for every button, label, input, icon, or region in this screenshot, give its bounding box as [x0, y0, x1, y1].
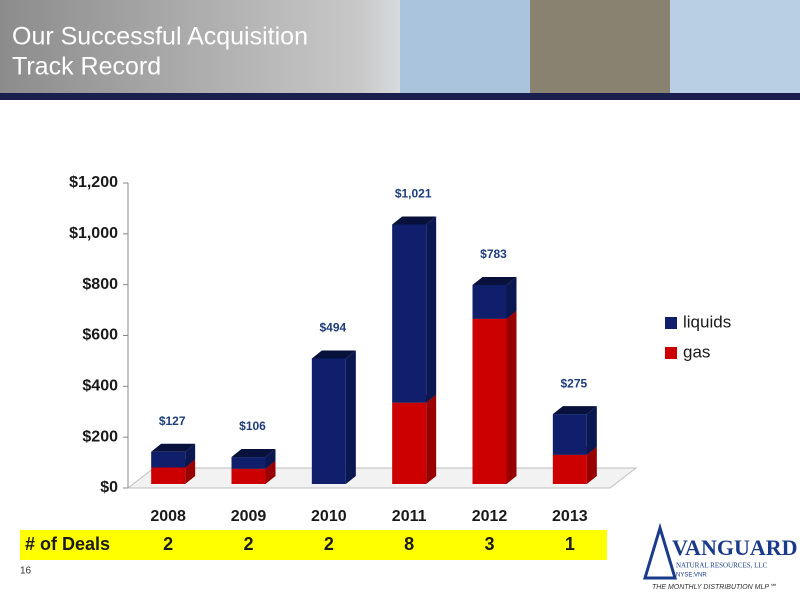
bar-side — [586, 406, 597, 455]
total-label: $783 — [480, 247, 507, 261]
legend-swatch — [665, 347, 677, 359]
bar-top — [151, 443, 196, 452]
y-tick-label: $0 — [100, 479, 118, 496]
bar-segment — [151, 451, 186, 468]
bar-side — [185, 459, 196, 484]
logo-name: VANGUARD — [672, 535, 798, 560]
total-label: $127 — [159, 414, 186, 428]
logo: VANGUARD NATURAL RESOURCES, LLC NYSE:VNR… — [642, 522, 798, 591]
photo-worker — [400, 0, 530, 94]
logo-subtitle: NATURAL RESOURCES, LLC — [676, 562, 768, 570]
bar-segment — [392, 402, 427, 484]
bar-top — [392, 216, 437, 225]
deals-count: 3 — [484, 534, 494, 554]
bar-side — [426, 216, 437, 403]
deals-count: 2 — [163, 534, 173, 554]
y-tick-label: $600 — [82, 327, 118, 344]
y-tick-label: $1,200 — [69, 174, 118, 191]
bar-side — [345, 350, 356, 484]
total-label: $106 — [239, 419, 266, 433]
y-tick-label: $200 — [82, 428, 118, 445]
x-tick-label: 2013 — [552, 508, 588, 525]
x-tick-label: 2011 — [392, 508, 427, 525]
bar-side — [506, 276, 517, 319]
deals-label: # of Deals — [25, 534, 110, 554]
bar-side — [265, 460, 276, 484]
bar-segment — [231, 457, 266, 469]
bar-segment — [151, 467, 186, 484]
deals-count: 8 — [404, 534, 414, 554]
x-tick-label: 2012 — [472, 508, 508, 525]
page-number: 16 — [20, 566, 32, 577]
y-tick-label: $800 — [82, 276, 118, 293]
bar-segment — [552, 414, 587, 455]
bar-top — [472, 276, 517, 285]
bar-top — [231, 449, 276, 458]
bar-side — [265, 449, 276, 469]
x-tick-label: 2010 — [311, 508, 347, 525]
deals-count: 2 — [243, 534, 253, 554]
bar-segment — [392, 224, 427, 403]
bar-side — [586, 446, 597, 484]
logo-tagline: THE MONTHLY DISTRIBUTION MLP℠ — [652, 583, 776, 591]
deals-count: 1 — [565, 534, 575, 554]
title-line: Our Successful Acquisition — [12, 23, 308, 51]
total-label: $1,021 — [395, 187, 432, 201]
bar-top — [552, 406, 597, 415]
header-rule — [0, 93, 800, 100]
bar-segment — [311, 358, 346, 484]
photo-plant — [530, 0, 670, 94]
legend-label: gas — [683, 342, 710, 361]
bar-segment — [552, 454, 587, 484]
bar-side — [185, 443, 196, 468]
x-tick-label: 2008 — [150, 508, 186, 525]
legend-label: liquids — [683, 312, 731, 331]
bar-segment — [472, 284, 507, 319]
deals-count: 2 — [324, 534, 334, 554]
bar-top — [311, 350, 356, 359]
x-tick-label: 2009 — [231, 508, 267, 525]
logo-ticker: NYSE:VNR — [676, 573, 707, 579]
deals-band — [20, 530, 607, 560]
logo-mark — [642, 522, 678, 580]
y-tick-label: $400 — [82, 378, 118, 395]
y-tick-label: $1,000 — [69, 225, 118, 242]
bar-segment — [472, 318, 507, 484]
title-line: Track Record — [12, 53, 161, 81]
photo-rig — [670, 0, 800, 94]
total-label: $494 — [319, 321, 346, 335]
bar-segment — [231, 468, 266, 484]
legend-swatch — [665, 317, 677, 329]
total-label: $275 — [560, 376, 587, 390]
bar-side — [506, 310, 517, 484]
bar-side — [426, 394, 437, 484]
